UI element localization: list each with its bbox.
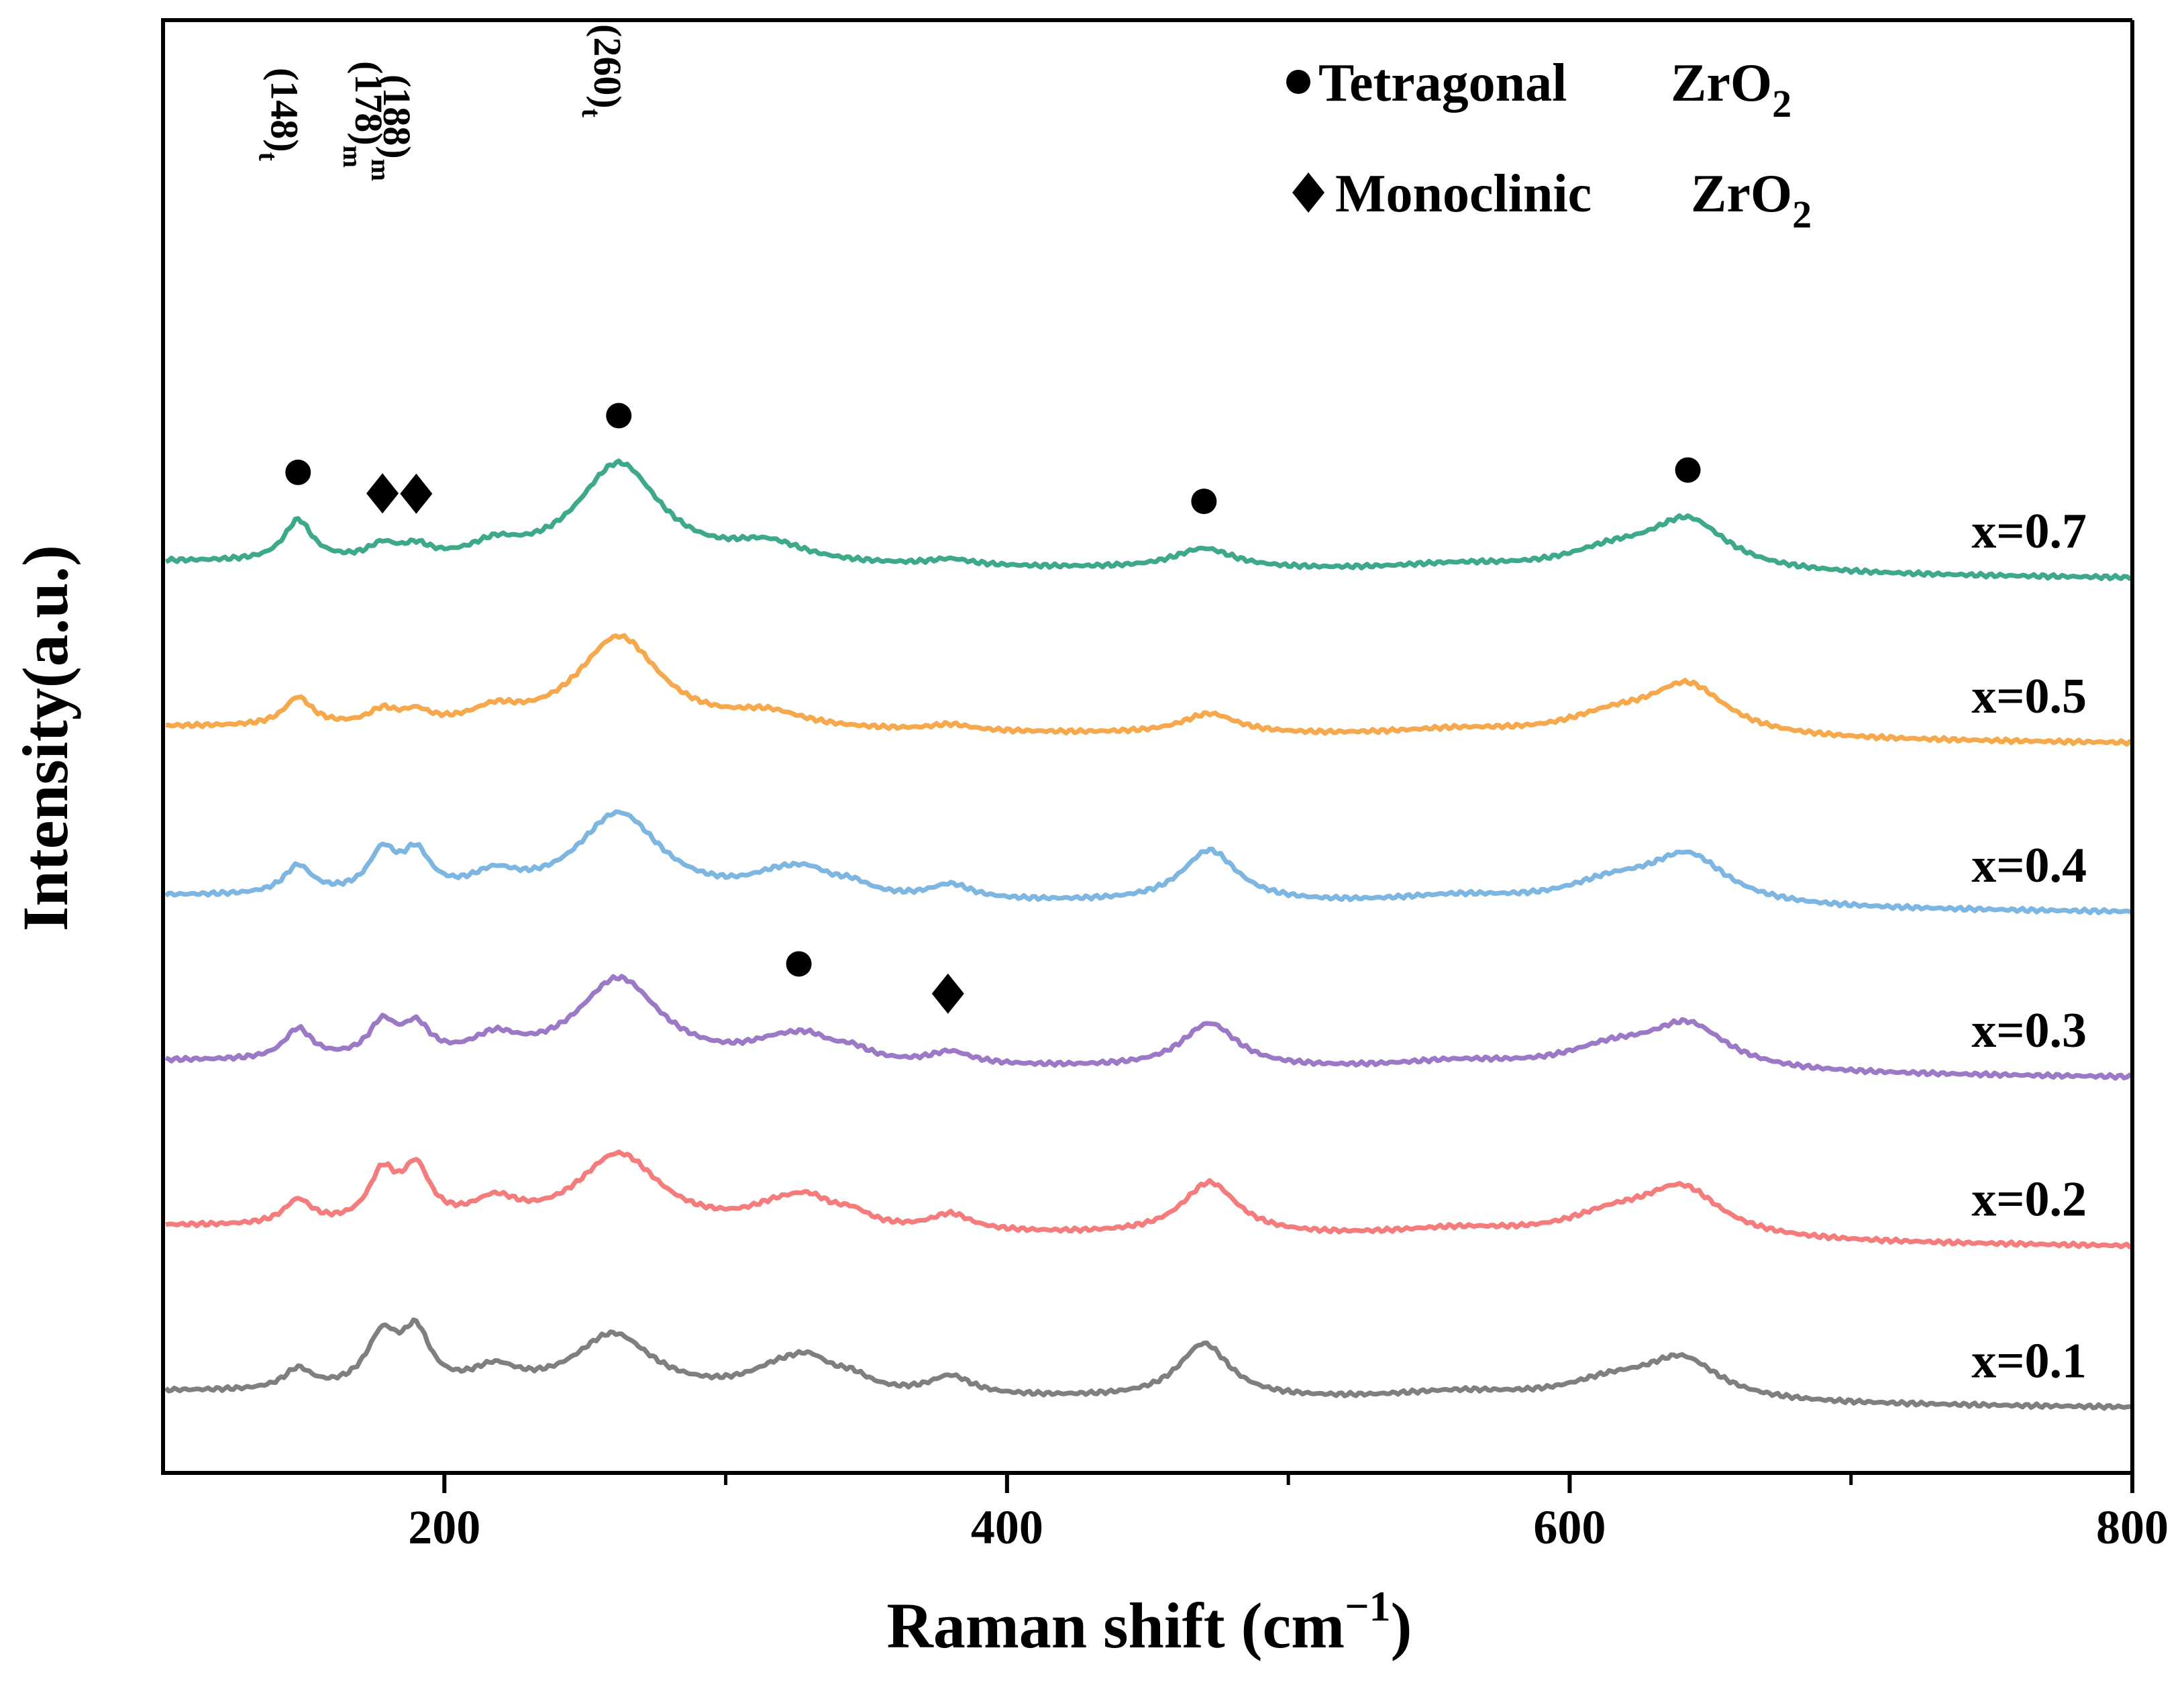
peak-label--260-t: (260)t (576, 24, 629, 118)
monoclinic-marker-1 (366, 473, 399, 514)
tetragonal-marker-6 (786, 951, 812, 977)
series-label-x-0-3: x=0.3 (1971, 1003, 2087, 1058)
series-label-x-0-2: x=0.2 (1971, 1172, 2087, 1227)
peak-label--188-m: (188)m (366, 74, 419, 181)
tetragonal-marker-3 (606, 403, 632, 429)
legend-formula: ZrO2 (1671, 54, 1791, 125)
monoclinic-marker-2 (400, 473, 433, 514)
legend-circle-marker (1286, 70, 1310, 94)
series-label-x-0-4: x=0.4 (1971, 838, 2087, 893)
series-labels-group: x=0.1 x=0.2 x=0.3 x=0.4 x=0.5 x=0.7 (1971, 504, 2087, 1388)
peak-label--178-m: (178)m (337, 61, 391, 168)
legend-label: Monoclinic (1335, 164, 1592, 223)
series-line-x-0-2 (165, 1149, 2132, 1249)
series-label-x-0-5: x=0.5 (1971, 669, 2087, 724)
peak-label--148-t: (148)t (253, 68, 306, 162)
x-tick-label-400: 400 (971, 1500, 1043, 1554)
axes-group: 200 400 600 800 (161, 18, 2169, 1554)
y-axis-title: Intensity(a.u.) (9, 545, 81, 931)
legend-entry-tetragonal: Tetragonal ZrO2 (1286, 54, 1791, 125)
series-line-x-0-5 (166, 633, 2133, 747)
tetragonal-marker-5 (1675, 457, 1701, 483)
legend: Tetragonal ZrO2 Monoclinic ZrO2 (1286, 54, 1812, 236)
legend-diamond-marker (1292, 172, 1324, 213)
x-axis-title: Raman shift (cm−1) (886, 1582, 1412, 1661)
monoclinic-marker-7 (931, 973, 964, 1014)
spectra-group (164, 458, 2134, 1411)
series-label-x-0-1: x=0.1 (1971, 1334, 2087, 1389)
tetragonal-marker-0 (285, 459, 311, 485)
tetragonal-marker-4 (1191, 489, 1217, 515)
series-label-x-0-7: x=0.7 (1971, 504, 2087, 559)
x-tick-label-800: 800 (2096, 1500, 2169, 1554)
legend-label: Tetragonal (1318, 54, 1567, 113)
peak-labels-group: (148)t (178)m (188)m (260)t (253, 24, 629, 181)
legend-formula: ZrO2 (1691, 164, 1812, 236)
series-line-x-0-3 (164, 974, 2134, 1081)
legend-entry-monoclinic: Monoclinic ZrO2 (1292, 164, 1812, 236)
series-line-x-0-1 (164, 1317, 2132, 1411)
x-tick-label-600: 600 (1533, 1500, 1606, 1554)
series-line-x-0-4 (164, 809, 2134, 915)
peak-markers-group (285, 403, 1701, 1014)
x-tick-label-200: 200 (408, 1500, 480, 1554)
series-line-x-0-7 (165, 458, 2133, 582)
